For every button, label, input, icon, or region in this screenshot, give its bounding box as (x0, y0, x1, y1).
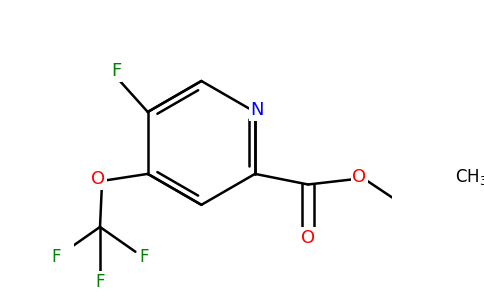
Text: O: O (301, 229, 315, 247)
Text: CH$_3$: CH$_3$ (455, 167, 484, 188)
Text: F: F (139, 248, 149, 266)
Text: O: O (91, 170, 106, 188)
Text: F: F (51, 248, 60, 266)
Text: O: O (352, 168, 366, 186)
Text: F: F (95, 273, 105, 291)
Text: F: F (111, 62, 121, 80)
Text: N: N (250, 101, 264, 119)
